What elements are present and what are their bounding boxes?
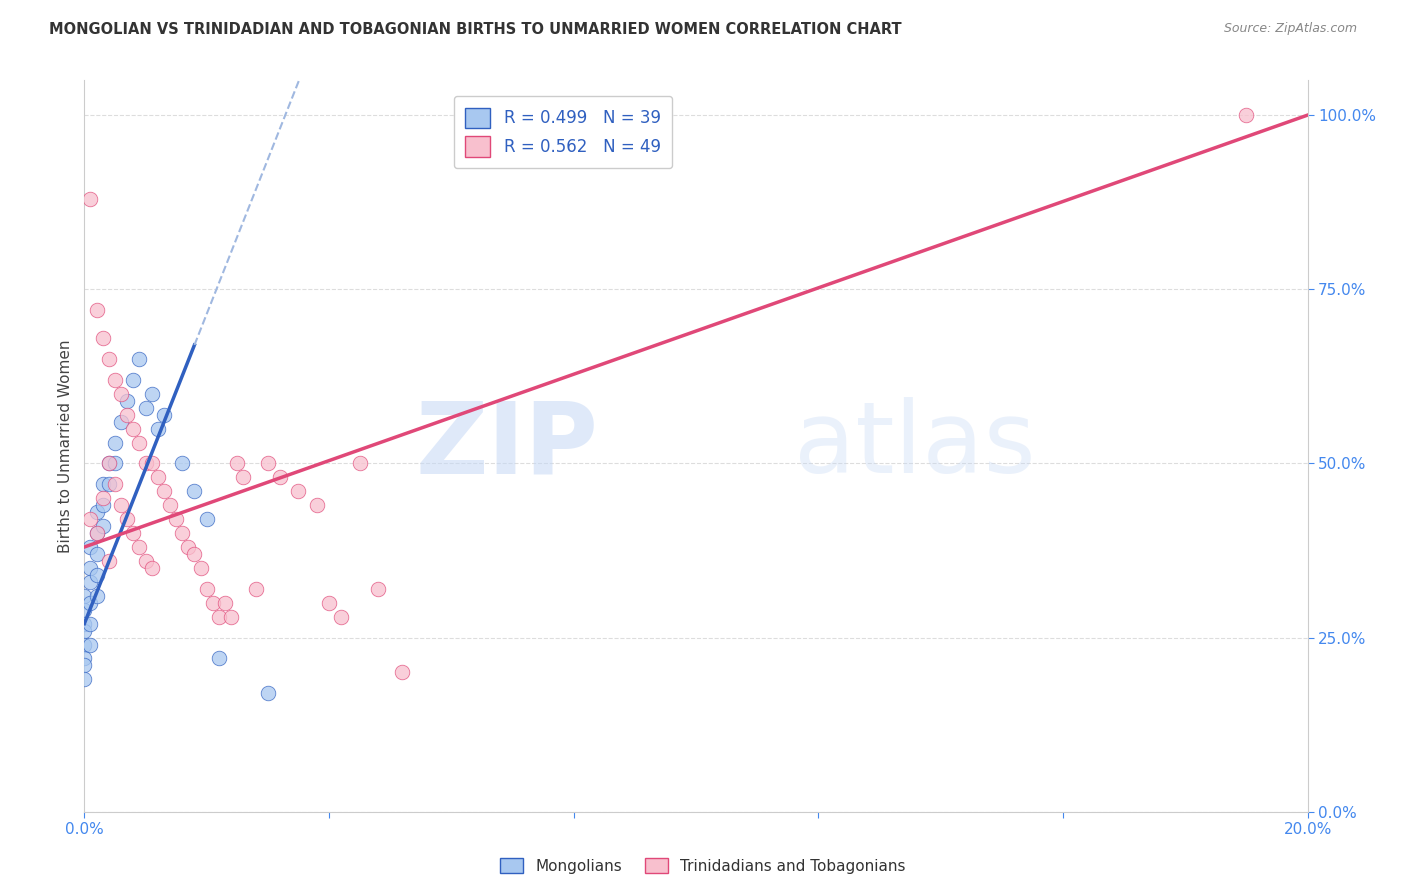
Point [122, 421, 145, 435]
Point [208, 651, 231, 665]
Point [232, 470, 254, 484]
Point [86, 547, 108, 561]
Point [195, 512, 218, 526]
Point [330, 609, 353, 624]
Text: Source: ZipAtlas.com: Source: ZipAtlas.com [1223, 22, 1357, 36]
Point [257, 686, 280, 700]
Point [97, 477, 120, 491]
Point [104, 373, 127, 387]
Point [183, 484, 205, 499]
Point [269, 470, 291, 484]
Point [159, 498, 181, 512]
Point [349, 457, 371, 471]
Point [79, 616, 101, 631]
Point [91, 519, 114, 533]
Text: atlas: atlas [794, 398, 1035, 494]
Point [79, 192, 101, 206]
Point [226, 457, 249, 471]
Point [245, 582, 267, 596]
Point [79, 596, 101, 610]
Point [146, 421, 169, 435]
Point [104, 457, 127, 471]
Point [97, 457, 120, 471]
Point [91, 477, 114, 491]
Point [367, 582, 389, 596]
Point [115, 512, 138, 526]
Point [305, 498, 328, 512]
Point [73, 658, 96, 673]
Point [79, 574, 101, 589]
Point [208, 609, 231, 624]
Point [86, 526, 108, 541]
Point [391, 665, 413, 680]
Point [73, 624, 96, 638]
Point [73, 638, 96, 652]
Point [153, 484, 176, 499]
Legend: Mongolians, Trinidadians and Tobagonians: Mongolians, Trinidadians and Tobagonians [494, 852, 912, 880]
Point [73, 651, 96, 665]
Point [73, 589, 96, 603]
Point [128, 540, 150, 554]
Point [141, 457, 163, 471]
Point [110, 386, 132, 401]
Point [318, 596, 340, 610]
Legend: R = 0.499   N = 39, R = 0.562   N = 49: R = 0.499 N = 39, R = 0.562 N = 49 [454, 96, 672, 169]
Point [287, 484, 309, 499]
Point [141, 386, 163, 401]
Point [104, 477, 127, 491]
Point [122, 526, 145, 541]
Point [122, 373, 145, 387]
Point [73, 603, 96, 617]
Point [135, 401, 157, 415]
Point [97, 554, 120, 568]
Point [91, 331, 114, 345]
Point [73, 673, 96, 687]
Text: MONGOLIAN VS TRINIDADIAN AND TOBAGONIAN BIRTHS TO UNMARRIED WOMEN CORRELATION CH: MONGOLIAN VS TRINIDADIAN AND TOBAGONIAN … [49, 22, 901, 37]
Point [257, 457, 280, 471]
Text: ZIP: ZIP [415, 398, 598, 494]
Point [219, 609, 242, 624]
Point [128, 351, 150, 366]
Point [110, 498, 132, 512]
Point [91, 498, 114, 512]
Point [115, 393, 138, 408]
Point [104, 435, 127, 450]
Point [165, 512, 187, 526]
Point [172, 526, 194, 541]
Point [79, 561, 101, 575]
Point [183, 547, 205, 561]
Point [201, 596, 224, 610]
Point [172, 457, 194, 471]
Point [115, 408, 138, 422]
Y-axis label: Births to Unmarried Women: Births to Unmarried Women [58, 339, 73, 553]
Point [153, 408, 176, 422]
Point [86, 505, 108, 519]
Point [86, 526, 108, 541]
Point [86, 567, 108, 582]
Point [91, 491, 114, 506]
Point [1236, 108, 1258, 122]
Point [128, 435, 150, 450]
Point [141, 561, 163, 575]
Point [79, 638, 101, 652]
Point [146, 470, 169, 484]
Point [97, 457, 120, 471]
Point [97, 351, 120, 366]
Point [73, 616, 96, 631]
Point [195, 582, 218, 596]
Point [79, 540, 101, 554]
Point [190, 561, 212, 575]
Point [86, 303, 108, 318]
Point [135, 457, 157, 471]
Point [214, 596, 236, 610]
Point [79, 512, 101, 526]
Point [135, 554, 157, 568]
Point [110, 415, 132, 429]
Point [86, 589, 108, 603]
Point [177, 540, 200, 554]
